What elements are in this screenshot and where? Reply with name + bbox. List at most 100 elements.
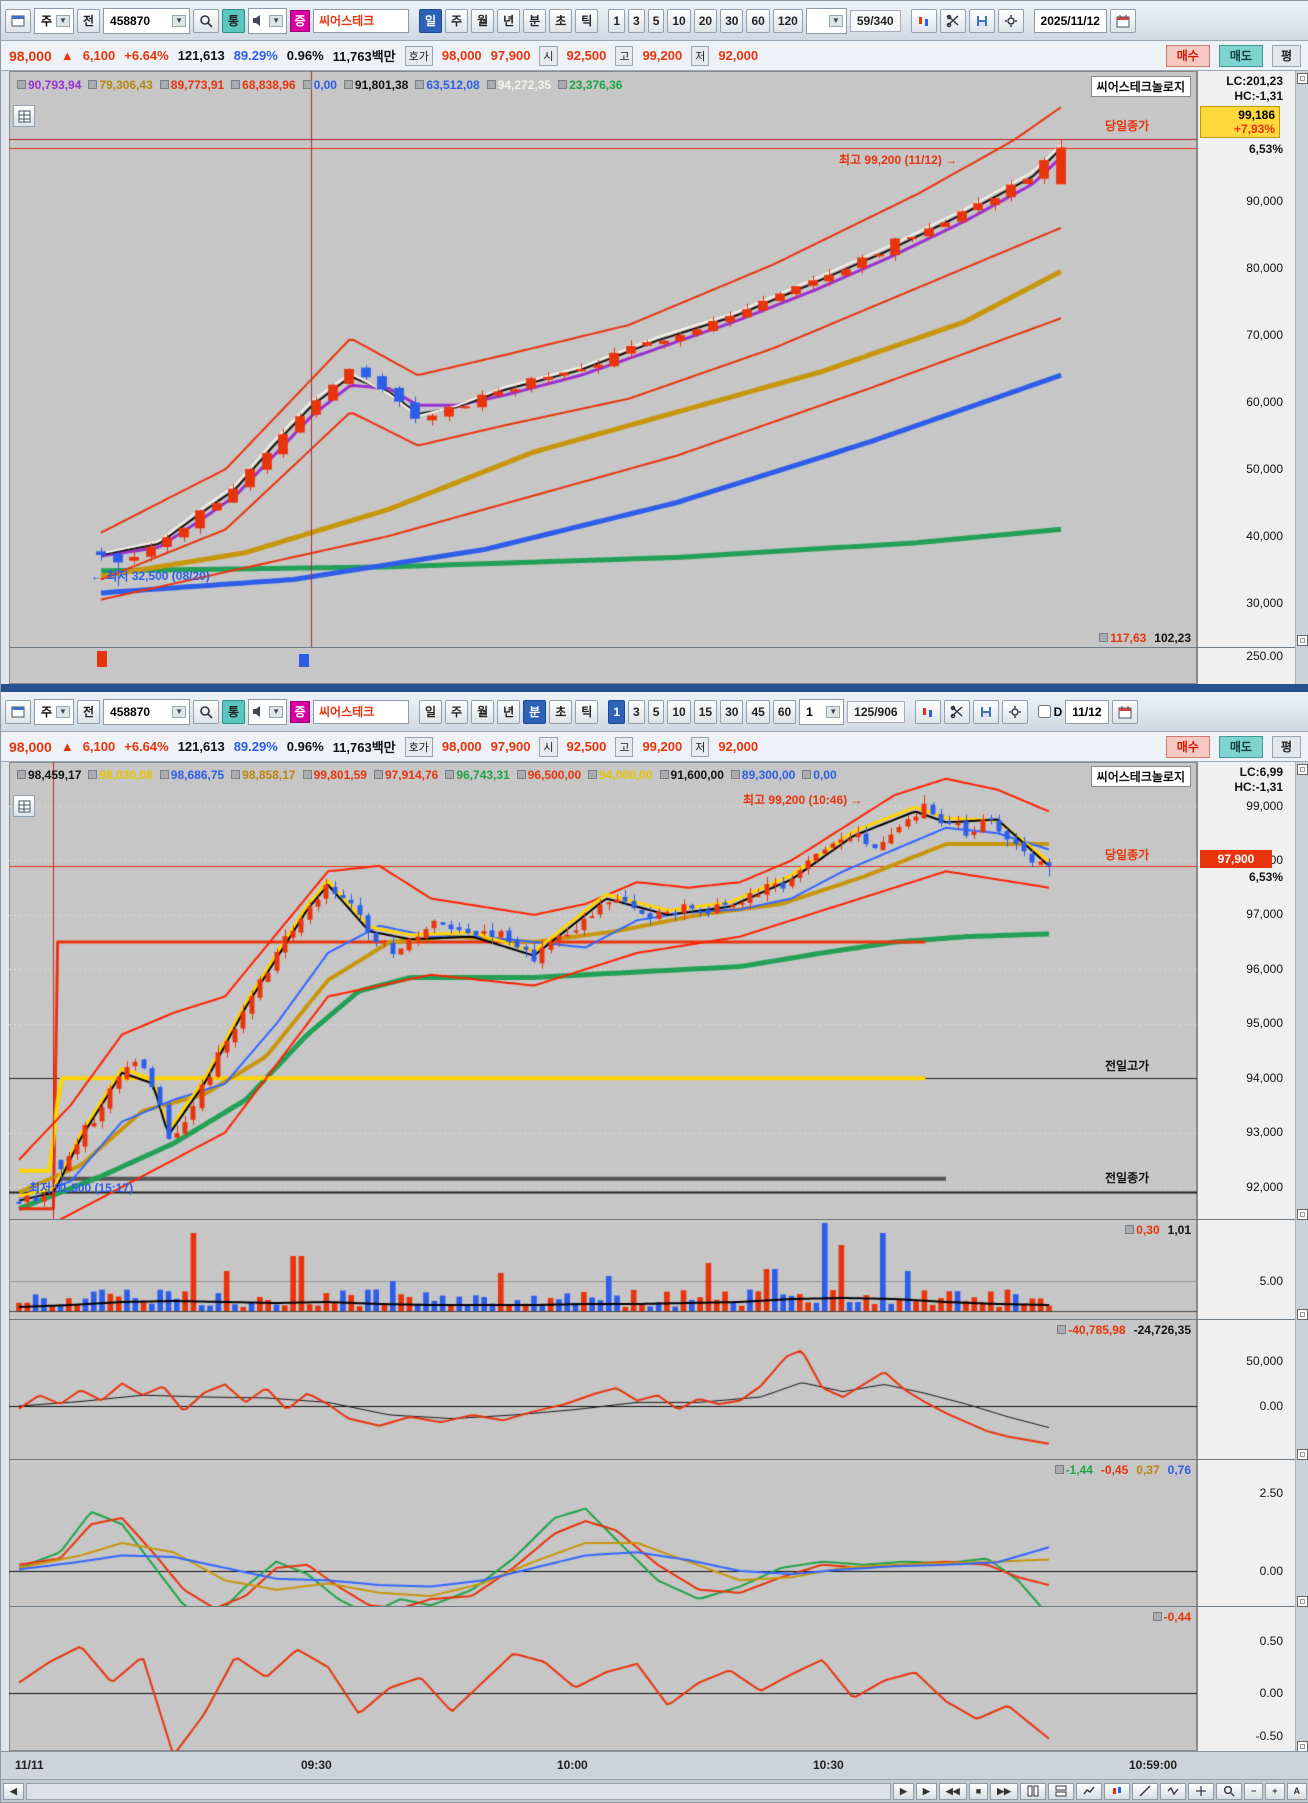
pane-separator[interactable]: [9, 647, 1295, 648]
gear-icon[interactable]: [1001, 699, 1028, 724]
candle-style-icon[interactable]: [910, 8, 937, 33]
single-oscillator-pane-canvas[interactable]: [9, 1606, 1197, 1751]
interval-combo[interactable]: ▼: [805, 7, 847, 34]
sound-combo[interactable]: ▼: [248, 7, 287, 34]
stock-code-input[interactable]: 458870 ▼: [103, 698, 191, 725]
tab-tick[interactable]: 틱: [575, 8, 599, 33]
window-icon[interactable]: [5, 8, 31, 33]
d-checkbox[interactable]: [1037, 705, 1051, 718]
auto-scale-button[interactable]: A: [1286, 1782, 1307, 1800]
save-icon[interactable]: [968, 8, 995, 33]
flat-button[interactable]: 평: [1271, 735, 1301, 758]
scroll-right-button[interactable]: ▶: [893, 1782, 914, 1800]
multi-oscillator-pane-canvas[interactable]: [9, 1459, 1197, 1606]
candle-style-icon[interactable]: [914, 699, 941, 724]
save-icon[interactable]: [972, 699, 999, 724]
tab-week[interactable]: 주: [445, 8, 469, 33]
tab-minute[interactable]: 분: [523, 699, 547, 724]
play-button[interactable]: ▶: [915, 1782, 937, 1800]
interval-15[interactable]: 15: [693, 699, 718, 724]
period-type-combo[interactable]: 주 ▼: [34, 698, 74, 725]
magnifier-icon[interactable]: [1215, 1782, 1242, 1800]
period-type-combo[interactable]: 주 ▼: [34, 7, 74, 34]
sound-combo[interactable]: ▼: [248, 698, 287, 725]
tab-month[interactable]: 월: [471, 699, 495, 724]
pane-splitter-icon[interactable]: [1297, 73, 1308, 84]
buy-button[interactable]: 매수: [1165, 44, 1210, 67]
tab-second[interactable]: 초: [549, 699, 573, 724]
pane-separator[interactable]: [9, 1319, 1295, 1320]
calendar-icon[interactable]: [1111, 699, 1138, 724]
pane-splitter-icon[interactable]: [1297, 764, 1308, 775]
tong-button[interactable]: 통: [222, 699, 246, 724]
tab-month[interactable]: 월: [471, 8, 495, 33]
interval-1[interactable]: 1: [608, 699, 625, 724]
tong-button[interactable]: 통: [222, 8, 246, 33]
interval-3[interactable]: 3: [628, 8, 645, 33]
tab-day[interactable]: 일: [418, 699, 443, 724]
zoom-out-button[interactable]: −: [1243, 1782, 1264, 1800]
interval-10[interactable]: 10: [667, 699, 691, 724]
pane-separator[interactable]: [9, 1219, 1295, 1220]
pane-splitter-icon[interactable]: [1297, 1309, 1308, 1320]
tab-year[interactable]: 년: [497, 8, 521, 33]
volume-pane-canvas[interactable]: [9, 1219, 1197, 1319]
weekly-chart-canvas[interactable]: [9, 71, 1197, 647]
pane-separator[interactable]: [9, 1459, 1295, 1460]
tab-year[interactable]: 년: [497, 699, 521, 724]
split-vertical-icon[interactable]: [1019, 1782, 1046, 1800]
sell-button[interactable]: 매도: [1218, 735, 1263, 758]
pane-splitter-icon[interactable]: [1297, 1209, 1308, 1220]
minute-combo[interactable]: 1 ▼: [799, 698, 845, 725]
stock-code-input[interactable]: 458870 ▼: [103, 7, 191, 34]
scroll-left-button[interactable]: ◀: [3, 1782, 24, 1800]
crop-icon[interactable]: [943, 699, 970, 724]
sell-button[interactable]: 매도: [1218, 44, 1263, 67]
zoom-in-button[interactable]: +: [1265, 1782, 1285, 1800]
candle-chart-icon[interactable]: [1103, 1782, 1130, 1800]
interval-30[interactable]: 30: [720, 699, 744, 724]
window-icon[interactable]: [5, 699, 31, 724]
zigzag-tool-icon[interactable]: [1159, 1782, 1186, 1800]
tab-second[interactable]: 초: [549, 8, 573, 33]
tab-day[interactable]: 일: [418, 8, 443, 33]
pane-splitter-icon[interactable]: [1297, 635, 1308, 646]
flat-button[interactable]: 평: [1271, 44, 1301, 67]
stop-button[interactable]: ■: [968, 1782, 989, 1800]
date-field[interactable]: 2025/11/12: [1033, 8, 1107, 33]
interval-3[interactable]: 3: [628, 699, 645, 724]
pane-splitter-icon[interactable]: [1297, 1449, 1308, 1460]
crop-icon[interactable]: [939, 8, 966, 33]
line-chart-icon[interactable]: [1075, 1782, 1102, 1800]
interval-60[interactable]: 60: [746, 8, 770, 33]
date-field[interactable]: 11/12: [1065, 699, 1109, 724]
minute-chart-canvas[interactable]: [9, 762, 1197, 1219]
interval-60[interactable]: 60: [772, 699, 797, 724]
tab-week[interactable]: 주: [445, 699, 469, 724]
interval-5[interactable]: 5: [647, 8, 665, 33]
prev-button[interactable]: 전: [76, 699, 101, 724]
prev-button[interactable]: 전: [76, 8, 101, 33]
grid-tool-icon[interactable]: [13, 105, 35, 127]
rewind-button[interactable]: ◀◀: [938, 1782, 967, 1800]
oscillator-pane-canvas[interactable]: [9, 1319, 1197, 1459]
grid-tool-icon[interactable]: [13, 795, 35, 817]
search-icon[interactable]: [193, 699, 220, 724]
interval-20[interactable]: 20: [693, 8, 718, 33]
interval-120[interactable]: 120: [772, 8, 803, 33]
tab-tick[interactable]: 틱: [575, 699, 599, 724]
scrollbar-track[interactable]: [25, 1782, 891, 1800]
pane-splitter-icon[interactable]: [1297, 1596, 1308, 1607]
interval-5[interactable]: 5: [647, 699, 665, 724]
split-horizontal-icon[interactable]: [1047, 1782, 1074, 1800]
interval-45[interactable]: 45: [746, 699, 770, 724]
forward-button[interactable]: ▶▶: [990, 1782, 1018, 1800]
panel-divider[interactable]: [1, 684, 1308, 692]
trendline-tool-icon[interactable]: [1131, 1782, 1158, 1800]
gear-icon[interactable]: [997, 8, 1024, 33]
interval-1[interactable]: 1: [608, 8, 625, 33]
interval-30[interactable]: 30: [720, 8, 744, 33]
calendar-icon[interactable]: [1109, 8, 1136, 33]
search-icon[interactable]: [193, 8, 220, 33]
buy-button[interactable]: 매수: [1165, 735, 1210, 758]
